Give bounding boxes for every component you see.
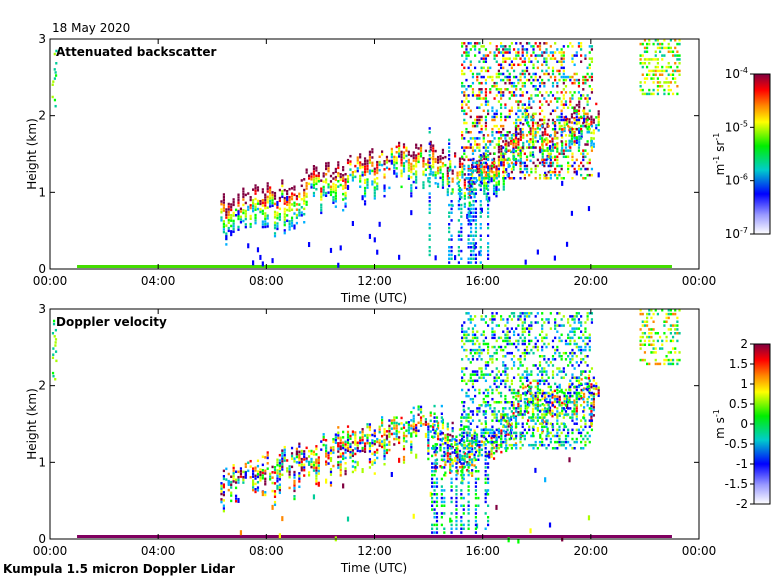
backscatter-colorbar-label: m-1 sr-1: [712, 133, 727, 176]
velocity-y-label: Height (km): [25, 388, 39, 459]
x-tick-label: 00:00: [33, 544, 68, 558]
colorbar-tick-label: 1: [740, 377, 748, 391]
x-tick-label: 16:00: [465, 274, 500, 288]
backscatter-x-label: Time (UTC): [340, 291, 407, 305]
backscatter-plot-frame: [49, 38, 700, 270]
x-tick-label: 04:00: [141, 544, 176, 558]
backscatter-x-ticks: 00:00 04:00 08:00 12:00 16:00 20:00 00:00: [33, 39, 717, 288]
velocity-colorbar: [753, 343, 771, 505]
x-tick-label: 16:00: [465, 544, 500, 558]
velocity-plot-frame: [49, 308, 700, 540]
colorbar-tick-label: 10-5: [725, 119, 748, 134]
y-tick-label: 1: [38, 185, 46, 199]
velocity-x-label: Time (UTC): [340, 561, 407, 575]
backscatter-heatmap: [51, 39, 681, 268]
x-tick-label: 00:00: [682, 544, 717, 558]
backscatter-y-ticks: 0 1 2 3: [38, 32, 699, 276]
velocity-heatmap: [51, 309, 681, 544]
y-tick-label: 1: [38, 455, 46, 469]
backscatter-y-label: Height (km): [25, 118, 39, 189]
x-tick-label: 08:00: [249, 274, 284, 288]
y-tick-label: 3: [38, 32, 46, 46]
velocity-panel: Doppler velocity 00:00 04:00 08:00 12:00 16:…: [25, 302, 771, 575]
y-tick-label: 0: [38, 262, 46, 276]
backscatter-title: Attenuated backscatter: [56, 45, 216, 59]
velocity-x-ticks: 00:00 04:00 08:00 12:00 16:00 20:00 00:00: [33, 309, 717, 558]
x-tick-label: 12:00: [357, 544, 392, 558]
colorbar-tick-label: 0: [740, 417, 748, 431]
colorbar-tick-label: 10-4: [725, 66, 748, 81]
colorbar-tick-label: -1.5: [725, 477, 748, 491]
x-tick-label: 20:00: [574, 274, 609, 288]
velocity-colorbar-ticks: 2 1.5 1 0.5 0 -0.5 -1 -1.5 -2: [725, 337, 754, 511]
colorbar-tick-label: -1: [736, 457, 748, 471]
y-tick-label: 2: [38, 109, 46, 123]
y-tick-label: 0: [38, 532, 46, 546]
y-tick-label: 2: [38, 379, 46, 393]
instrument-label: Kumpula 1.5 micron Doppler Lidar: [3, 562, 235, 576]
velocity-title: Doppler velocity: [56, 315, 167, 329]
backscatter-colorbar-ticks: 10-4 10-5 10-6 10-7: [725, 66, 754, 241]
x-tick-label: 20:00: [574, 544, 609, 558]
backscatter-colorbar: [753, 73, 771, 235]
x-tick-label: 00:00: [33, 274, 68, 288]
colorbar-tick-label: 1.5: [729, 357, 748, 371]
colorbar-tick-label: 0.5: [729, 397, 748, 411]
velocity-colorbar-label: m s-1: [712, 409, 727, 439]
colorbar-tick-label: 2: [740, 337, 748, 351]
colorbar-tick-label: -0.5: [725, 437, 748, 451]
colorbar-tick-label: 10-6: [725, 173, 748, 188]
x-tick-label: 00:00: [682, 274, 717, 288]
colorbar-tick-label: 10-7: [725, 226, 748, 241]
y-tick-label: 3: [38, 302, 46, 316]
date-label: 18 May 2020: [52, 21, 130, 35]
colorbar-tick-label: -2: [736, 497, 748, 511]
velocity-y-ticks: 0 1 2 3: [38, 302, 699, 546]
backscatter-panel: Attenuated backscatter 00:00 04:00 08:00 12…: [25, 32, 771, 305]
x-tick-label: 12:00: [357, 274, 392, 288]
x-tick-label: 08:00: [249, 544, 284, 558]
x-tick-label: 04:00: [141, 274, 176, 288]
